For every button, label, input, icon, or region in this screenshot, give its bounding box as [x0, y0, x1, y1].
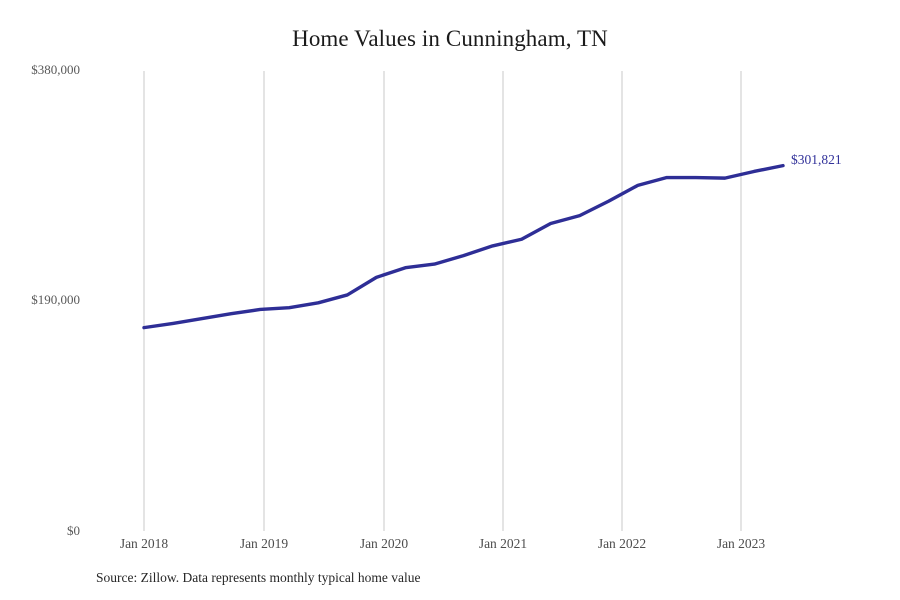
x-axis-tick-label-jan-2020: Jan 2020	[359, 536, 409, 551]
y-axis-tick-label-380000: $380,000	[31, 62, 80, 77]
x-axis-tick-label-jan-2019: Jan 2019	[239, 536, 289, 551]
source-note: Source: Zillow. Data represents monthly …	[96, 570, 421, 585]
x-axis-tick-label-jan-2023: Jan 2023	[716, 536, 766, 551]
chart-title: Home Values in Cunningham, TN	[292, 26, 608, 51]
y-axis-tick-label-0: $0	[67, 523, 80, 538]
x-axis-tick-label-jan-2018: Jan 2018	[119, 536, 169, 551]
data-series-line	[142, 163, 785, 330]
x-axis-tick-label-jan-2022: Jan 2022	[597, 536, 647, 551]
y-axis-tick-label-190000: $190,000	[31, 292, 80, 307]
x-axis-tick-label-jan-2021: Jan 2021	[478, 536, 528, 551]
gridlines-group	[143, 71, 742, 531]
end-value-label: $301,821	[791, 152, 842, 167]
